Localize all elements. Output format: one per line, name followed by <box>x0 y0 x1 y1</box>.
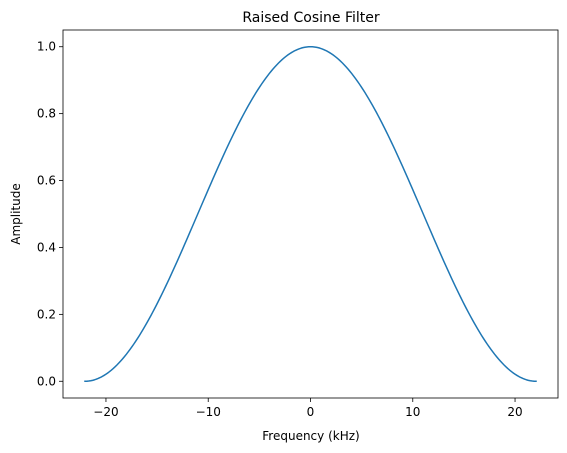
y-tick-label: 0.0 <box>37 374 56 388</box>
y-tick-label: 0.8 <box>37 107 56 121</box>
x-tick-label: 0 <box>307 405 315 419</box>
plot-area <box>84 45 537 383</box>
y-tick-label: 0.2 <box>37 307 56 321</box>
y-tick-label: 1.0 <box>37 40 56 54</box>
x-tick-label: 10 <box>405 405 420 419</box>
x-tick-label: 20 <box>507 405 522 419</box>
x-axis-label: Frequency (kHz) <box>262 429 359 443</box>
series-line-0 <box>84 45 537 383</box>
y-tick-label: 0.4 <box>37 240 56 254</box>
y-axis-label: Amplitude <box>9 183 23 245</box>
x-tick-label: −10 <box>196 405 221 419</box>
chart-title: Raised Cosine Filter <box>242 10 380 26</box>
y-tick-label: 0.6 <box>37 174 56 188</box>
y-axis: 0.0 0.2 0.4 0.6 0.8 1.0 <box>37 40 63 388</box>
plot-frame <box>62 29 559 399</box>
x-axis: −20 −10 0 10 20 <box>93 398 523 419</box>
x-tick-label: −20 <box>93 405 118 419</box>
